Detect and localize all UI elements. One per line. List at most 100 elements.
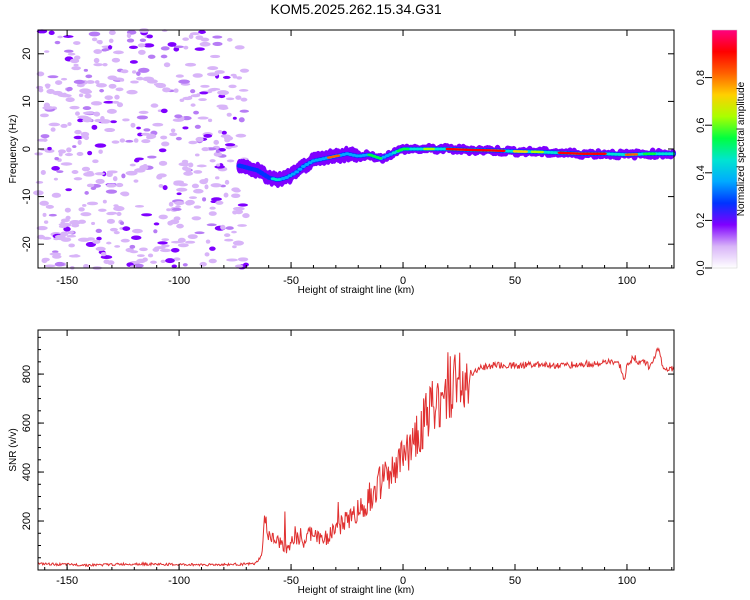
heatmap-noise-cell xyxy=(174,200,185,206)
heatmap-noise-cell xyxy=(173,257,181,261)
heatmap-noise-cell xyxy=(132,70,137,74)
heatmap-noise-cell xyxy=(90,101,103,106)
heatmap-noise-cell xyxy=(239,109,249,113)
snr-panel: -150 -100 -50 0 50 100 200 400 600 800 Height of … xyxy=(8,329,675,596)
heatmap-noise-cell xyxy=(236,76,243,80)
heatmap-signal-cell xyxy=(384,154,390,158)
heatmap-noise-cell xyxy=(224,233,231,238)
heatmap-noise-cell xyxy=(143,128,151,132)
heatmap-noise-cell xyxy=(235,95,242,100)
heatmap-signal-cell xyxy=(287,174,293,178)
heatmap-noise-cell xyxy=(73,254,79,258)
heatmap-ytick-label: -20 xyxy=(21,236,33,252)
heatmap-noise-cell xyxy=(63,226,71,232)
heatmap-noise-cell xyxy=(131,235,142,240)
heatmap-noise-cell xyxy=(129,163,136,167)
heatmap-noise-cell xyxy=(48,122,61,127)
heatmap-noise-cell xyxy=(35,180,44,184)
colorbar-label: Normalized spectral amplitude xyxy=(736,81,747,216)
heatmap-noise-cell xyxy=(160,108,168,114)
heatmap-noise-cell xyxy=(54,261,65,267)
heatmap-noise-cell xyxy=(60,231,69,237)
heatmap-noise-cell xyxy=(193,205,202,209)
heatmap-noise-cell xyxy=(183,171,194,176)
heatmap-noise-cell xyxy=(138,49,146,55)
heatmap-noise-cell xyxy=(57,149,67,154)
heatmap-noise-cell xyxy=(215,149,220,154)
heatmap-noise-cell xyxy=(183,45,189,50)
heatmap-noise-cell xyxy=(77,139,82,145)
heatmap-signal-core xyxy=(501,149,506,153)
heatmap-noise-cell xyxy=(53,237,60,241)
heatmap-noise-cell xyxy=(102,62,108,67)
heatmap-noise-cell xyxy=(158,183,164,188)
heatmap-noise-cell xyxy=(212,35,223,39)
heatmap-noise-cell xyxy=(79,88,91,94)
heatmap-noise-cell xyxy=(108,30,116,36)
heatmap-noise-cell xyxy=(116,211,122,217)
heatmap-noise-cell xyxy=(129,244,136,249)
heatmap-xtick-label: -150 xyxy=(56,275,78,287)
heatmap-signal-core xyxy=(633,153,639,156)
heatmap-noise-cell xyxy=(102,199,107,204)
heatmap-noise-cell xyxy=(82,111,95,115)
colorbar-tick-label: 0.6 xyxy=(695,118,707,133)
heatmap-noise-cell xyxy=(95,83,108,88)
heatmap-noise-cell xyxy=(67,122,72,127)
heatmap-noise-cell xyxy=(226,112,232,117)
heatmap-noise-cell xyxy=(237,203,249,207)
heatmap-noise-cell xyxy=(52,90,63,96)
heatmap-noise-cell xyxy=(137,43,146,48)
heatmap-noise-cell xyxy=(111,57,121,63)
heatmap-signal-cell xyxy=(290,172,296,176)
colorbar-tick-label: 0.0 xyxy=(695,260,707,275)
heatmap-noise-cell xyxy=(86,201,99,206)
heatmap-noise-cell xyxy=(42,138,48,142)
heatmap-noise-cell xyxy=(188,162,194,168)
heatmap-noise-cell xyxy=(42,105,55,110)
heatmap-noise-cell xyxy=(134,204,145,208)
heatmap-noise-cell xyxy=(113,230,120,235)
heatmap-noise-cell xyxy=(95,246,106,252)
heatmap-noise-cell xyxy=(96,236,102,241)
heatmap-noise-cell xyxy=(71,169,79,174)
colorbar-frame xyxy=(711,29,738,269)
heatmap-noise-cell xyxy=(147,253,154,258)
heatmap-noise-cell xyxy=(226,159,235,163)
heatmap-signal-cell xyxy=(418,147,424,151)
heatmap-noise-cell xyxy=(93,111,101,117)
heatmap-noise-cell xyxy=(227,37,233,42)
colorbar-tick-label: 0.4 xyxy=(695,165,707,180)
heatmap-noise-cell xyxy=(75,111,80,116)
heatmap-noise-cell xyxy=(182,37,189,41)
heatmap-noise-cell xyxy=(141,132,151,136)
heatmap-noise-cell xyxy=(113,206,125,212)
heatmap-noise-cell xyxy=(113,204,119,208)
heatmap-noise-cell xyxy=(106,171,113,177)
heatmap-noise-cell xyxy=(157,173,167,178)
heatmap-noise-cell xyxy=(120,69,129,74)
heatmap-noise-cell xyxy=(76,151,84,157)
heatmap-signal-core xyxy=(377,157,383,160)
colorbar-tick-label: 0.2 xyxy=(695,213,707,228)
heatmap-noise-cell xyxy=(160,135,168,140)
heatmap-noise-cell xyxy=(150,260,157,264)
heatmap-signal-cell xyxy=(388,152,394,156)
heatmap-noise-cell xyxy=(193,110,199,115)
heatmap-noise-cell xyxy=(231,187,240,192)
heatmap-noise-cell xyxy=(158,148,167,153)
heatmap-noise-cell xyxy=(115,182,124,188)
heatmap-signal-core xyxy=(276,178,281,181)
heatmap-noise-cell xyxy=(49,252,62,256)
heatmap-noise-cell xyxy=(36,226,48,231)
heatmap-noise-cell xyxy=(41,236,52,240)
heatmap-noise-cell xyxy=(104,95,113,100)
heatmap-noise-cell xyxy=(66,147,72,153)
heatmap-noise-cell xyxy=(106,218,115,224)
snr-frame xyxy=(37,329,675,571)
heatmap-noise-cell xyxy=(178,162,190,167)
heatmap-noise-cell xyxy=(187,234,198,240)
heatmap-noise-cell xyxy=(80,212,92,217)
heatmap-noise-cell xyxy=(45,204,54,209)
heatmap-noise-cell xyxy=(171,264,178,268)
